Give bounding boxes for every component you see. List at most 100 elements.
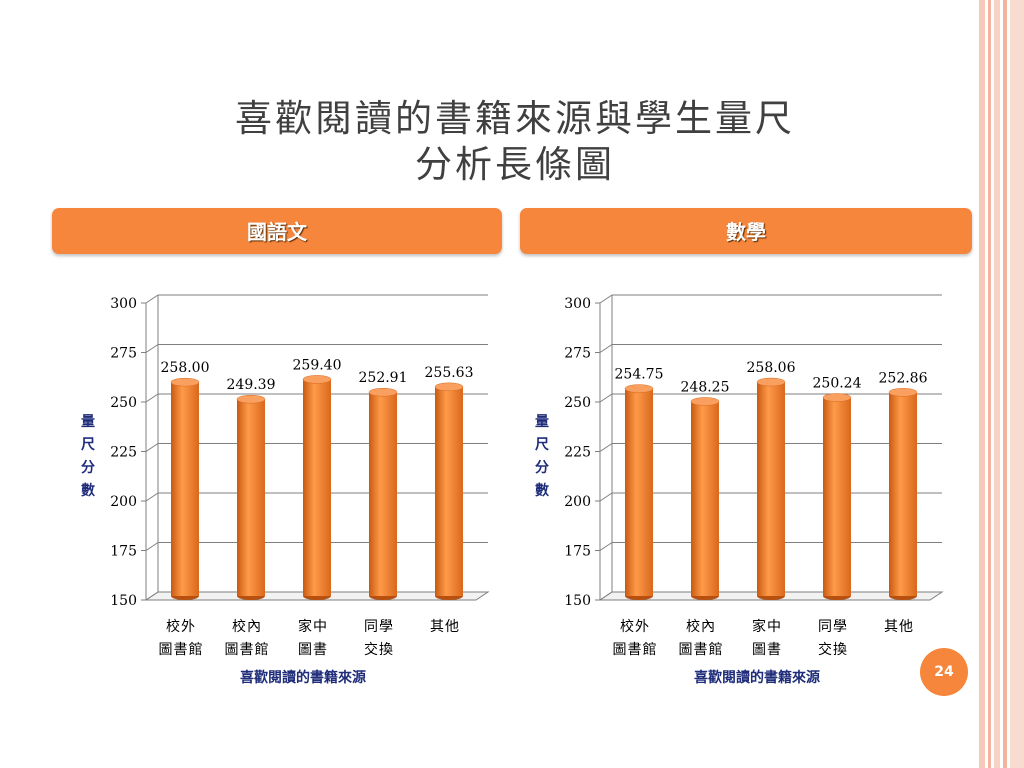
x-tick-label: 交換 xyxy=(364,641,394,658)
x-tick-label: 圖書館 xyxy=(613,641,658,658)
bar xyxy=(303,379,331,596)
y-axis-label-char: 數 xyxy=(81,482,95,499)
bar-top xyxy=(170,377,200,387)
x-tick-label: 其他 xyxy=(430,619,460,635)
x-axis-label: 喜歡閱讀的書籍來源 xyxy=(694,669,820,686)
x-tick-label: 校內 xyxy=(232,618,262,635)
y-tick-label: 175 xyxy=(110,544,137,560)
x-tick-label: 家中 xyxy=(752,618,782,635)
decor-stripe xyxy=(994,0,1000,768)
y-axis-label-char: 量 xyxy=(535,414,549,430)
y-tick-label: 225 xyxy=(110,445,137,461)
data-label: 258.06 xyxy=(747,360,796,376)
y-tick-label: 200 xyxy=(564,494,591,510)
y-axis-label-char: 分 xyxy=(81,460,95,476)
y-axis-label-char: 數 xyxy=(535,482,549,499)
x-tick-label: 校內 xyxy=(686,618,716,635)
y-tick-label: 225 xyxy=(564,445,591,461)
gridline-diagonal xyxy=(145,542,159,551)
gridline-diagonal xyxy=(599,443,613,452)
x-tick-label: 同學 xyxy=(818,619,848,635)
y-tick-label: 150 xyxy=(110,593,137,609)
bar xyxy=(435,386,463,596)
math-chart-banner: 數學 xyxy=(520,208,972,254)
gridline-diagonal xyxy=(145,443,159,452)
bar-top xyxy=(236,394,266,404)
page-number-badge: 24 xyxy=(920,648,968,696)
y-axis-label-char: 分 xyxy=(535,460,549,476)
x-tick-label: 其他 xyxy=(884,619,914,635)
bar xyxy=(237,399,265,596)
x-tick-label: 圖書館 xyxy=(679,641,724,658)
x-tick-label: 校外 xyxy=(166,618,196,635)
chinese-chart: 150 175 200 225 250 275 300 量尺分數 258.00 249.39 259… xyxy=(72,285,512,695)
x-tick-label: 圖書館 xyxy=(225,641,270,658)
y-axis-label-char: 尺 xyxy=(81,437,95,453)
gridline-diagonal xyxy=(599,492,613,502)
bar xyxy=(625,388,653,596)
x-tick-label: 校外 xyxy=(620,618,650,635)
y-tick-label: 275 xyxy=(110,346,137,362)
bar xyxy=(823,397,851,596)
y-tick-label: 150 xyxy=(564,593,591,609)
decor-stripe xyxy=(979,0,985,768)
slide-title: 喜歡閱讀的書籍來源與學生量尺 分析長條圖 xyxy=(120,96,910,188)
x-tick-label: 家中 xyxy=(298,618,328,635)
math-chart: 150 175 200 225 250 275 300 量尺分數 254.75 248.25 258… xyxy=(526,285,966,695)
bar-top xyxy=(302,375,332,384)
data-label: 258.00 xyxy=(161,360,210,376)
slide-title-line2: 分析長條圖 xyxy=(415,143,615,186)
gridline-diagonal xyxy=(145,492,159,502)
x-tick-label: 交換 xyxy=(818,641,848,658)
x-axis-label: 喜歡閱讀的書籍來源 xyxy=(240,669,366,686)
data-label: 250.24 xyxy=(813,376,862,392)
bar-top xyxy=(822,393,852,402)
x-tick-label: 同學 xyxy=(364,619,394,635)
gridline-diagonal xyxy=(599,294,613,304)
gridline-diagonal xyxy=(599,591,613,601)
x-tick-label: 圖書館 xyxy=(159,641,204,658)
bar xyxy=(369,392,397,596)
y-axis-label-char: 量 xyxy=(81,414,95,430)
y-tick-label: 300 xyxy=(564,296,591,312)
chinese-chart-banner: 國語文 xyxy=(52,208,502,254)
gridline-diagonal xyxy=(145,393,159,403)
gridline-diagonal xyxy=(145,294,159,304)
bar-top xyxy=(690,397,720,406)
bar xyxy=(757,382,785,596)
y-tick-label: 250 xyxy=(564,395,591,411)
x-tick-label: 圖書 xyxy=(752,642,782,658)
y-tick-label: 275 xyxy=(564,346,591,362)
bar-top xyxy=(888,388,918,397)
gridline-diagonal xyxy=(145,344,159,353)
decor-stripe xyxy=(1003,0,1007,768)
gridline-diagonal xyxy=(599,344,613,353)
data-label: 252.86 xyxy=(879,370,928,386)
gridline-diagonal xyxy=(599,393,613,403)
y-tick-label: 200 xyxy=(110,494,137,510)
bar-top xyxy=(434,382,464,392)
slide-title-line1: 喜歡閱讀的書籍來源與學生量尺 xyxy=(235,97,795,140)
data-label: 248.25 xyxy=(681,379,730,395)
y-axis-label-char: 尺 xyxy=(535,437,549,453)
bar xyxy=(889,392,917,596)
bar-top xyxy=(756,377,786,387)
data-label: 254.75 xyxy=(615,367,664,383)
bar xyxy=(691,401,719,596)
decor-stripe xyxy=(988,0,991,768)
y-tick-label: 250 xyxy=(110,395,137,411)
bar xyxy=(171,382,199,596)
gridline-diagonal xyxy=(145,591,159,601)
decor-stripe xyxy=(1010,0,1024,768)
data-label: 252.91 xyxy=(359,370,408,386)
data-label: 255.63 xyxy=(425,365,474,381)
y-tick-label: 175 xyxy=(564,544,591,560)
x-tick-label: 圖書 xyxy=(298,642,328,658)
data-label: 249.39 xyxy=(227,377,276,393)
data-label: 259.40 xyxy=(293,357,342,373)
bar-top xyxy=(368,387,398,397)
bar-top xyxy=(624,384,654,393)
gridline-diagonal xyxy=(599,542,613,551)
